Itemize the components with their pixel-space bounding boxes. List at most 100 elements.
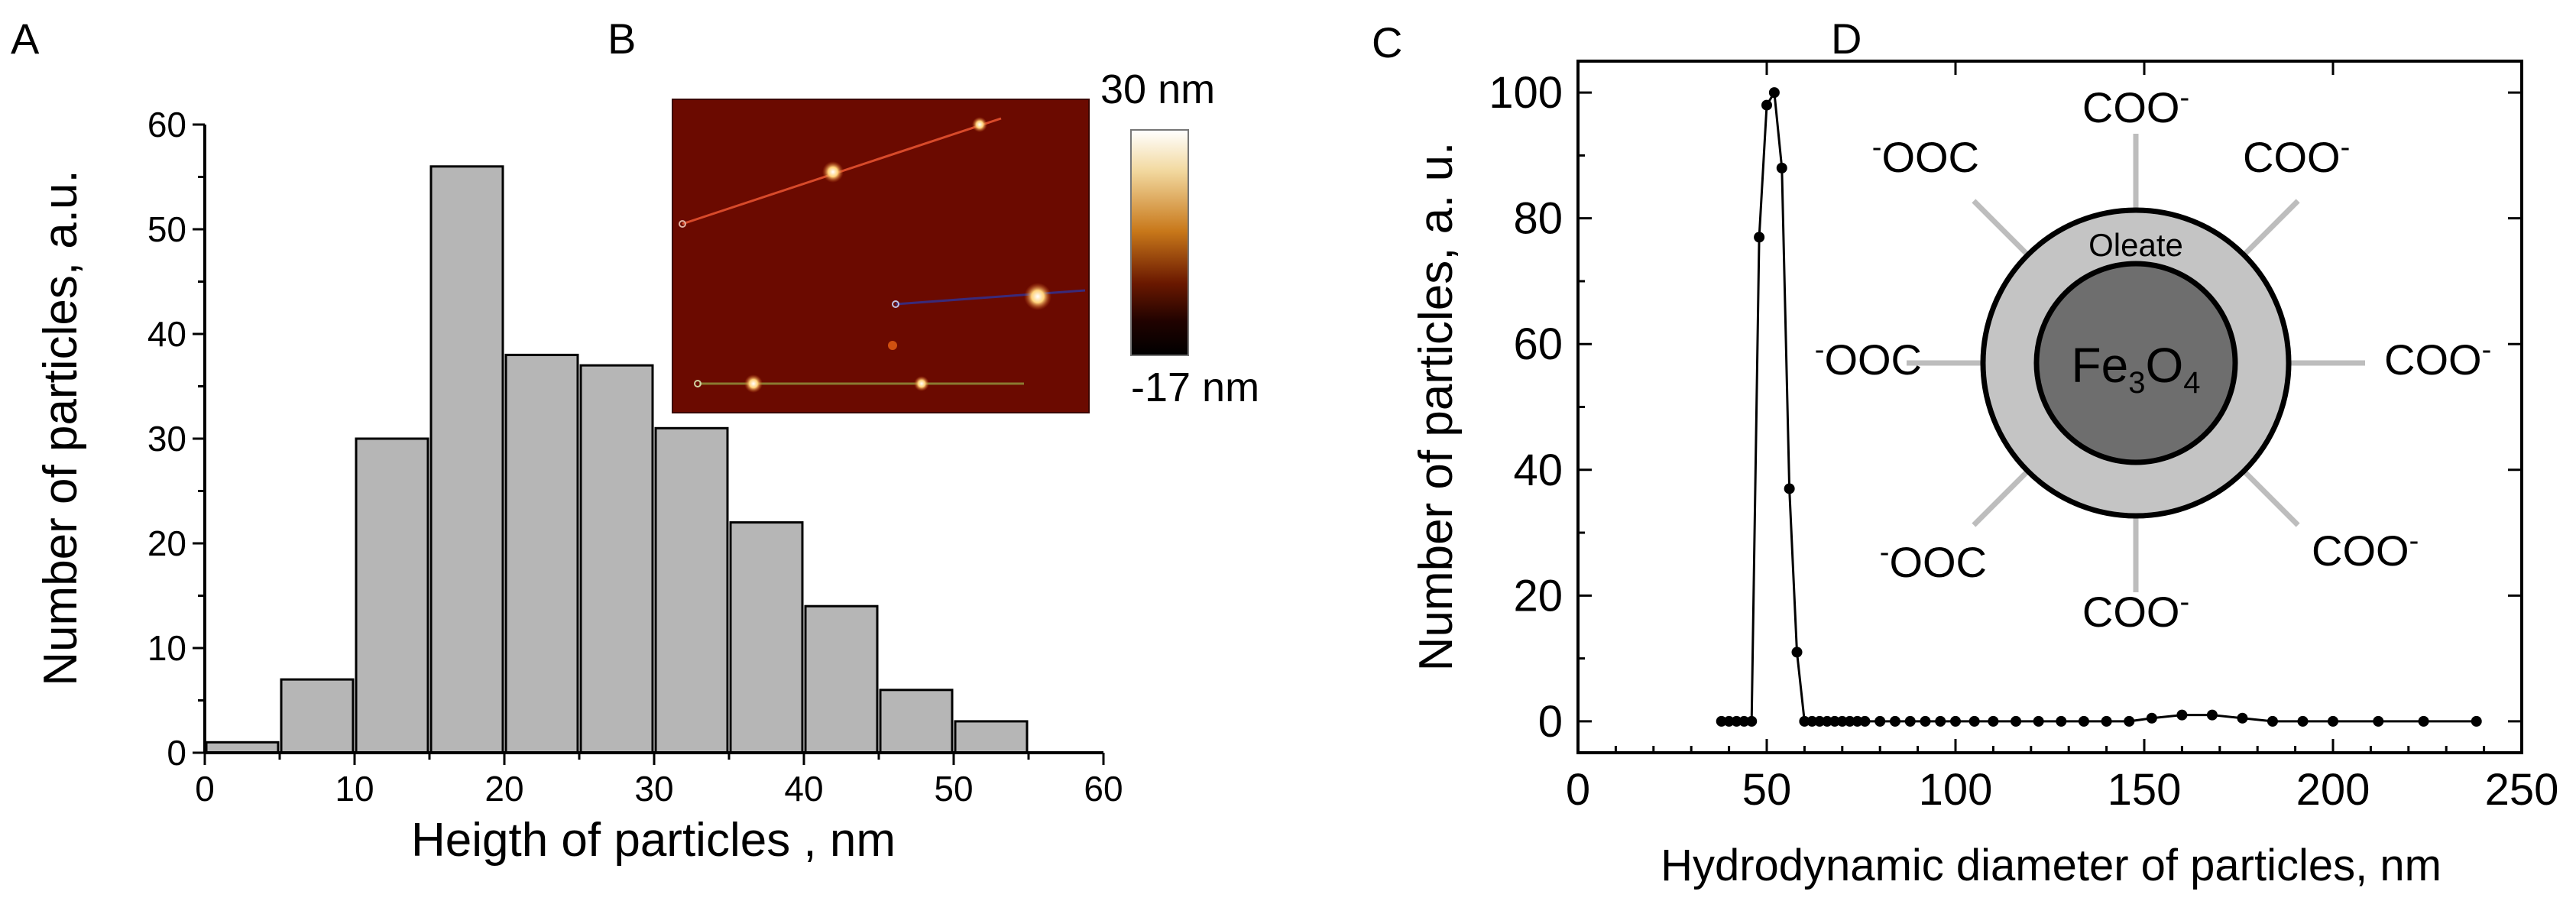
y-tick-label: 40 bbox=[1513, 446, 1563, 495]
y-tick-label: 0 bbox=[1538, 697, 1563, 747]
x-tick-label: 0 bbox=[195, 769, 215, 809]
dls-point bbox=[2297, 715, 2309, 727]
dls-point bbox=[1822, 715, 1833, 727]
dls-point bbox=[1761, 99, 1772, 111]
panel-label-c: C bbox=[1372, 18, 1402, 66]
dls-point bbox=[1806, 715, 1818, 727]
y-tick-label: 40 bbox=[147, 314, 186, 354]
dls-point bbox=[2237, 712, 2248, 724]
ligand-spoke bbox=[1972, 199, 2030, 258]
afm-colorbar bbox=[1130, 129, 1189, 356]
y-tick-label: 0 bbox=[167, 733, 186, 773]
x-tick-label: 0 bbox=[1566, 765, 1590, 815]
histogram-bar bbox=[879, 689, 954, 754]
dls-x-ticks: 0 50 100 150 200 250 bbox=[1566, 61, 2559, 815]
dls-point bbox=[1859, 715, 1871, 727]
afm-particle bbox=[822, 161, 844, 183]
dls-series-points bbox=[1716, 87, 2482, 727]
dls-point bbox=[1889, 715, 1900, 727]
dls-point bbox=[1799, 715, 1810, 727]
afm-inset: 30 nm -17 nm bbox=[672, 66, 1259, 413]
afm-particle bbox=[744, 374, 763, 393]
dls-point bbox=[1950, 715, 1961, 727]
dls-point bbox=[1776, 162, 1787, 173]
dls-point bbox=[2033, 715, 2044, 727]
ligand-spoke bbox=[2241, 199, 2300, 258]
dls-point bbox=[1935, 715, 1946, 727]
dls-point bbox=[1716, 715, 1727, 727]
dls-point bbox=[1836, 715, 1848, 727]
histogram-bar bbox=[355, 437, 429, 754]
dls-point bbox=[1738, 715, 1750, 727]
dls-point bbox=[2471, 715, 2482, 727]
dls-point bbox=[2146, 712, 2157, 724]
histogram-x-label: Heigth of particles , nm bbox=[411, 814, 896, 867]
y-tick-label: 10 bbox=[147, 628, 186, 668]
x-tick-label: 40 bbox=[784, 769, 823, 809]
afm-marker bbox=[892, 300, 899, 308]
ligand-spokes bbox=[1907, 134, 2365, 592]
histogram-bar bbox=[804, 604, 879, 754]
panel-label-b: B bbox=[608, 15, 636, 63]
histogram-bar bbox=[579, 364, 654, 754]
ligand-label: -OOC bbox=[1872, 131, 1979, 181]
height-histogram: 0 10 20 30 40 50 60 0 10 20 30 40 50 60 Heigth of pa… bbox=[34, 105, 1123, 867]
panel-label-d: D bbox=[1831, 15, 1862, 63]
dls-point bbox=[2373, 715, 2384, 727]
ligand-label: COO- bbox=[2082, 586, 2189, 636]
histogram-bar bbox=[954, 720, 1029, 754]
histogram-bar bbox=[654, 426, 729, 754]
afm-scan-line-2 bbox=[895, 289, 1086, 306]
histogram-bar bbox=[504, 353, 579, 754]
dls-point bbox=[1814, 715, 1826, 727]
histogram-bar bbox=[429, 165, 504, 754]
ligand-label: -OOC bbox=[1815, 334, 1922, 384]
core-label: Fe3O4 bbox=[2072, 338, 2201, 400]
ligand-spoke bbox=[1972, 468, 2030, 527]
x-tick-label: 50 bbox=[1742, 765, 1792, 815]
dls-y-label: Number of particles, a. u. bbox=[1410, 142, 1463, 672]
dls-point bbox=[2056, 715, 2067, 727]
y-tick-label: 60 bbox=[1513, 319, 1563, 369]
dls-chart: 0 50 100 150 200 250 0 20 40 60 80 100 Hydrodynami… bbox=[1410, 60, 2559, 890]
dls-point bbox=[1968, 715, 1980, 727]
afm-particle bbox=[914, 376, 929, 391]
dls-point bbox=[1746, 715, 1758, 727]
afm-marker bbox=[694, 380, 702, 387]
dls-point bbox=[2418, 715, 2429, 727]
histogram-bars bbox=[205, 165, 1029, 754]
histogram-y-label: Number of particles, a.u. bbox=[34, 170, 87, 685]
y-tick-label: 20 bbox=[147, 523, 186, 563]
dls-x-label: Hydrodynamic diameter of particles, nm bbox=[1661, 841, 2442, 890]
shell-label: Oleate bbox=[2088, 227, 2183, 263]
afm-particle bbox=[888, 341, 897, 350]
dls-point bbox=[1754, 232, 1765, 243]
x-tick-label: 200 bbox=[2296, 765, 2370, 815]
ligand-label: COO- bbox=[2082, 82, 2189, 131]
histogram-y-ticks: 0 10 20 30 40 50 60 bbox=[147, 105, 205, 773]
x-tick-label: 20 bbox=[484, 769, 523, 809]
dls-point bbox=[2328, 715, 2338, 727]
dls-point bbox=[1988, 715, 1999, 727]
dls-point bbox=[1791, 647, 1803, 658]
dls-point bbox=[1829, 715, 1840, 727]
dls-point bbox=[1852, 715, 1863, 727]
dls-point bbox=[1874, 715, 1886, 727]
x-tick-label: 50 bbox=[934, 769, 973, 809]
ligand-label: COO- bbox=[2312, 525, 2419, 575]
colorbar-min-label: -17 nm bbox=[1131, 365, 1259, 410]
histogram-bar bbox=[729, 521, 804, 754]
dls-point bbox=[2101, 715, 2112, 727]
particle-schematic: Oleate Fe3O4 COO- COO- COO- COO- COO- -OOC -OO… bbox=[1815, 82, 2491, 636]
dls-point bbox=[1723, 715, 1735, 727]
ligand-label: -OOC bbox=[1880, 536, 1987, 586]
y-tick-label: 80 bbox=[1513, 194, 1563, 244]
histogram-x-ticks: 0 10 20 30 40 50 60 bbox=[195, 753, 1123, 809]
y-tick-label: 20 bbox=[1513, 571, 1563, 621]
iron-oxide-core bbox=[2033, 261, 2238, 465]
x-tick-label: 250 bbox=[2485, 765, 2559, 815]
dls-point bbox=[2206, 709, 2218, 721]
dls-y-ticks: 0 20 40 60 80 100 bbox=[1489, 68, 2522, 747]
ligand-label: COO- bbox=[2384, 334, 2491, 384]
